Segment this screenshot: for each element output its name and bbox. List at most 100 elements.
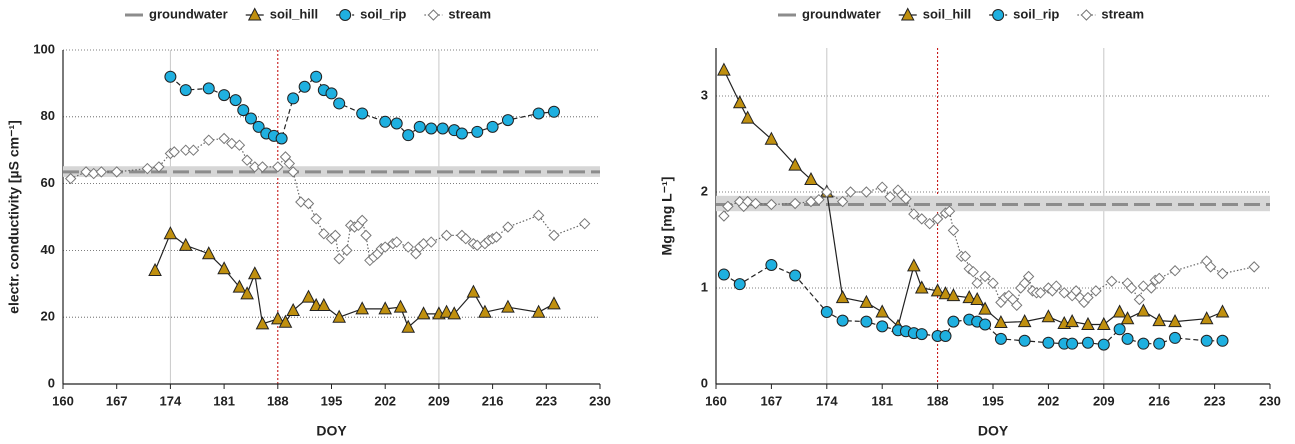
data-point: [844, 186, 857, 198]
data-point: [187, 144, 200, 156]
data-point: [341, 244, 353, 257]
data-point: [425, 122, 438, 135]
data-point: [1199, 311, 1214, 325]
legend-marker: [427, 9, 440, 21]
data-point: [148, 262, 162, 276]
legend-label: soil_rip: [1013, 6, 1059, 21]
legend-marker: [992, 9, 1005, 21]
legend-label: soil_hill: [270, 6, 318, 21]
y-tick-label: 40: [41, 242, 55, 257]
x-tick-label: 202: [1038, 393, 1060, 408]
data-point: [153, 161, 165, 173]
data-point: [1204, 261, 1217, 273]
data-point: [1066, 337, 1079, 350]
data-point: [804, 171, 818, 186]
data-point: [178, 237, 193, 251]
data-point: [401, 319, 416, 333]
x-axis-label: DOY: [316, 423, 347, 439]
data-point: [255, 316, 270, 330]
legend-entry: soil_hill: [898, 6, 971, 21]
data-point: [425, 236, 437, 248]
data-point: [1215, 304, 1230, 318]
y-tick-label: 60: [41, 175, 55, 190]
data-point: [460, 233, 472, 245]
data-point: [1058, 287, 1070, 299]
y-tick-label: 3: [701, 87, 708, 102]
x-tick-label: 167: [106, 393, 128, 408]
data-point: [915, 328, 928, 341]
data-point: [946, 288, 961, 302]
x-tick-label: 195: [321, 393, 343, 408]
legend-entry: groundwater: [125, 6, 228, 21]
legend-entry: soil_hill: [245, 6, 318, 21]
data-point: [548, 229, 560, 242]
panel: 0 20 40 60 80 100 160 167 174 181 188 195 202 209 216 2…: [6, 6, 611, 438]
data-point: [987, 277, 999, 289]
data-point: [959, 250, 972, 263]
x-tick-label: 181: [871, 393, 893, 408]
data-point: [301, 289, 316, 303]
x-tick-label: 188: [267, 393, 289, 408]
data-point: [578, 217, 591, 230]
x-tick-label: 174: [160, 393, 182, 408]
data-point: [1050, 280, 1063, 292]
data-point: [333, 253, 345, 265]
data-point: [180, 144, 192, 156]
x-tick-label: 195: [982, 393, 1004, 408]
data-point: [789, 197, 801, 210]
data-point: [270, 311, 285, 325]
x-tick-label: 174: [816, 393, 838, 408]
data-point: [402, 129, 415, 142]
data-point: [938, 286, 953, 300]
data-point: [979, 270, 991, 283]
legend-marker: [1080, 9, 1093, 21]
data-point: [501, 299, 515, 313]
legend-label: groundwater: [149, 6, 228, 21]
data-point: [390, 236, 403, 248]
y-tick-label: 0: [48, 375, 55, 390]
data-point: [1200, 334, 1213, 347]
data-point: [455, 127, 468, 140]
data-point: [1136, 303, 1151, 317]
data-point: [916, 213, 928, 225]
data-point: [740, 110, 755, 124]
data-point: [1248, 261, 1260, 273]
data-point: [914, 280, 929, 294]
data-point: [930, 283, 945, 297]
data-point: [80, 166, 92, 178]
y-axis-label: electr. conductivity [µS cm⁻¹]: [6, 120, 22, 314]
legend-entry: soil_rip: [336, 6, 406, 21]
data-point: [278, 314, 293, 328]
data-point: [355, 301, 370, 315]
data-point: [244, 112, 257, 125]
data-point: [547, 296, 561, 310]
data-point: [1125, 282, 1138, 294]
data-point: [179, 84, 192, 97]
data-point: [1133, 293, 1146, 306]
data-point: [994, 332, 1007, 345]
data-point: [402, 241, 414, 253]
data-point: [95, 166, 108, 178]
data-point: [163, 226, 178, 240]
data-point: [994, 314, 1008, 329]
data-point: [765, 198, 778, 211]
data-point: [978, 301, 992, 315]
data-point: [717, 62, 731, 76]
data-point: [947, 224, 960, 237]
data-point: [717, 268, 730, 281]
data-point: [217, 261, 231, 275]
data-point: [741, 195, 754, 208]
data-point: [547, 105, 560, 118]
data-point: [821, 186, 833, 198]
data-point: [1137, 337, 1150, 350]
data-point: [325, 87, 338, 100]
data-point: [908, 208, 920, 220]
data-point: [490, 231, 503, 243]
legend-label: soil_rip: [360, 6, 406, 21]
data-point: [789, 269, 802, 282]
data-point: [943, 205, 956, 217]
y-tick-label: 0: [701, 375, 708, 390]
data-point: [232, 279, 247, 293]
data-point: [1216, 334, 1229, 347]
data-point: [286, 302, 300, 317]
